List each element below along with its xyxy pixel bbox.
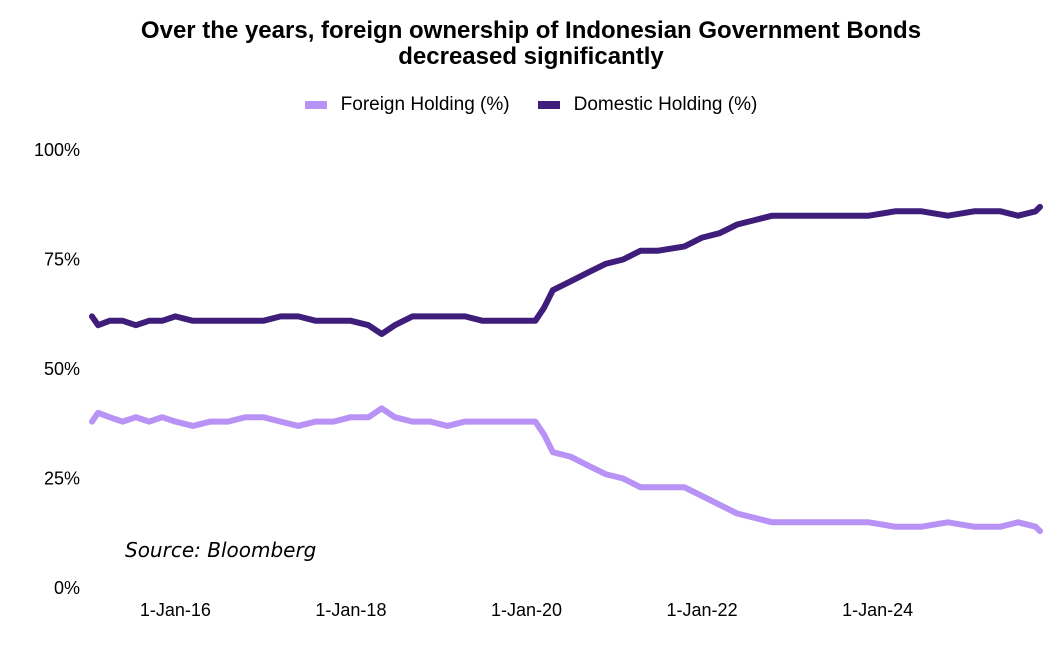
y-tick-label: 100% [34, 140, 80, 160]
legend: Foreign Holding (%) Domestic Holding (%) [0, 94, 1062, 116]
legend-swatch-foreign [304, 101, 327, 109]
series-line-domestic [89, 203, 1043, 337]
x-tick-label: 1-Jan-20 [491, 600, 562, 620]
legend-swatch-domestic [537, 101, 560, 109]
chart-title: Over the years, foreign ownership of Ind… [0, 18, 1062, 70]
y-tick-label: 25% [44, 469, 80, 489]
x-tick-label: 1-Jan-24 [842, 600, 913, 620]
y-tick-label: 75% [44, 250, 80, 270]
series-line-foreign [89, 405, 1043, 535]
legend-label-domestic: Domestic Holding (%) [573, 94, 758, 115]
x-tick-label: 1-Jan-18 [315, 600, 386, 620]
y-tick-label: 0% [54, 578, 80, 598]
source-note: Source: Bloomberg [125, 538, 317, 562]
x-tick-label: 1-Jan-22 [667, 600, 738, 620]
x-tick-label: 1-Jan-16 [140, 600, 211, 620]
chart-title-line-1: Over the years, foreign ownership of Ind… [140, 17, 922, 44]
legend-item-foreign[interactable]: Foreign Holding (%) [304, 94, 510, 116]
chart-title-line-2: decreased significantly [398, 43, 664, 70]
legend-item-domestic[interactable]: Domestic Holding (%) [537, 94, 758, 116]
y-tick-label: 50% [44, 359, 80, 379]
legend-label-foreign: Foreign Holding (%) [340, 94, 510, 115]
